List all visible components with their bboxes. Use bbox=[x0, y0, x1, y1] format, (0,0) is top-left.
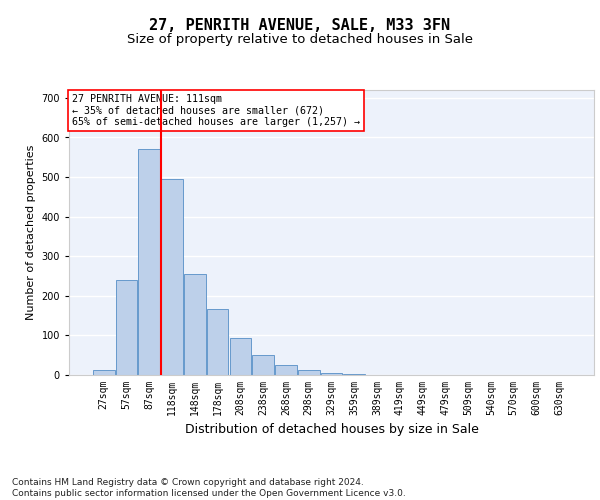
Bar bbox=[93, 370, 115, 375]
Bar bbox=[139, 150, 160, 375]
Text: 27 PENRITH AVENUE: 111sqm
← 35% of detached houses are smaller (672)
65% of semi: 27 PENRITH AVENUE: 111sqm ← 35% of detac… bbox=[71, 94, 359, 128]
Text: Contains HM Land Registry data © Crown copyright and database right 2024.
Contai: Contains HM Land Registry data © Crown c… bbox=[12, 478, 406, 498]
Text: 27, PENRITH AVENUE, SALE, M33 3FN: 27, PENRITH AVENUE, SALE, M33 3FN bbox=[149, 18, 451, 32]
Bar bbox=[207, 308, 229, 375]
Bar bbox=[230, 338, 251, 375]
Bar bbox=[298, 370, 320, 375]
X-axis label: Distribution of detached houses by size in Sale: Distribution of detached houses by size … bbox=[185, 424, 478, 436]
Y-axis label: Number of detached properties: Number of detached properties bbox=[26, 145, 36, 320]
Text: Size of property relative to detached houses in Sale: Size of property relative to detached ho… bbox=[127, 32, 473, 46]
Bar bbox=[184, 274, 206, 375]
Bar bbox=[320, 373, 343, 375]
Bar bbox=[161, 179, 183, 375]
Bar bbox=[116, 280, 137, 375]
Bar bbox=[253, 355, 274, 375]
Bar bbox=[343, 374, 365, 375]
Bar bbox=[275, 364, 297, 375]
